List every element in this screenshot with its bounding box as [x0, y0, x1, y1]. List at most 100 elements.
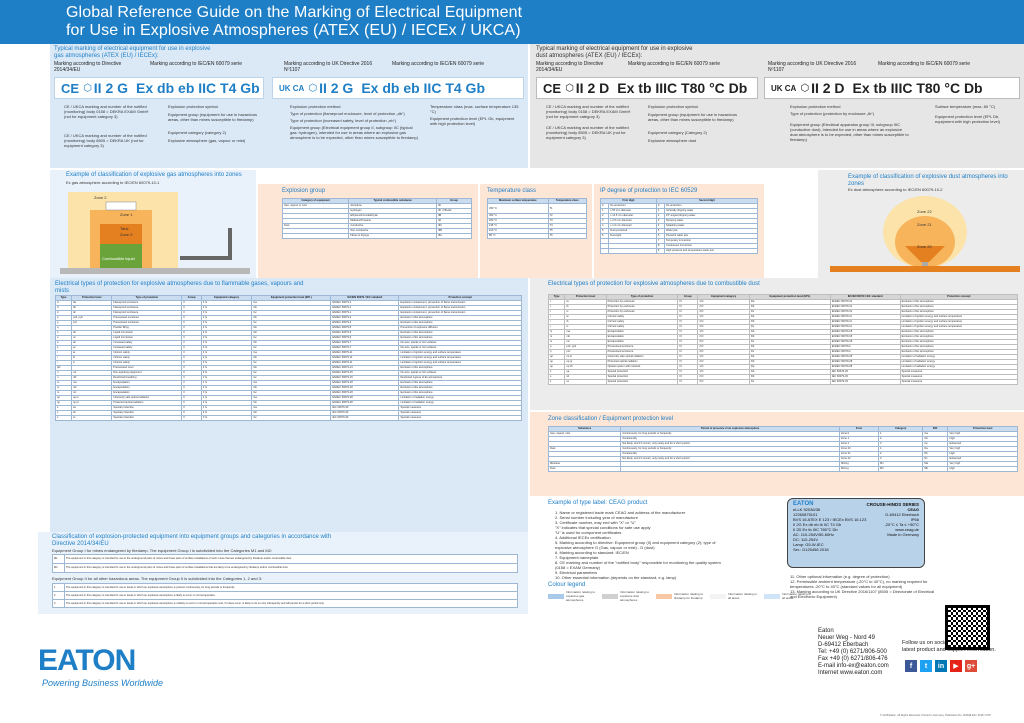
table-row: t tb Protection by enclosure III 2 D Db EN/IEC…	[547, 304, 1019, 310]
social-icon[interactable]: ▶	[950, 660, 962, 672]
dust-legend-10: Equipment protection level (EPL Db, equi…	[935, 114, 1000, 124]
plate-line: www.ceag.de	[895, 527, 919, 532]
social-icon[interactable]: t	[920, 660, 932, 672]
gas-marking-heading: Typical marking of electrical equipment …	[54, 46, 211, 59]
table-cell: Mb	[922, 466, 949, 472]
group-classification-sub: Equipment Group I for mines endangered b…	[52, 548, 273, 553]
zone22-label: Zone 22	[917, 209, 932, 214]
zone2-label: Zone 2	[94, 195, 107, 200]
table-row: 3 The equipment in this category is inten…	[52, 599, 518, 608]
social-icon[interactable]: g+	[965, 660, 977, 672]
table-cell: II	[181, 415, 202, 421]
table-row: i ic Intrinsic safety II 3 G Gc EN/IEC 60079-1…	[55, 360, 522, 366]
dust-zones-heading: Example of classification of explosive d…	[848, 174, 1008, 187]
type-label-item: 7. Equipment nameplate	[555, 555, 599, 560]
legend-item: Information relating to firedamp for fir…	[656, 590, 704, 602]
gas-uk-iec-code: Ex db eb IIC T4 Gb	[361, 80, 485, 96]
address-line: Eaton	[818, 628, 834, 634]
group-i-table: M1 The equipment in this category is inte…	[52, 554, 518, 573]
legend-label: Information relating to explosive gas at…	[566, 590, 596, 602]
table-cell: s	[547, 379, 566, 385]
plate-lines: eLLK 92036/36 12260875101 BVS 16 ATEX E 12…	[793, 507, 872, 552]
address-line: Fax +49 (0) 6271/806-476	[818, 656, 888, 662]
table-cell: IEC 60079-33	[829, 379, 901, 385]
ukca-mark-icon: UK CA	[771, 83, 797, 93]
table-row: Fibres & Flyings IIIA	[281, 233, 473, 239]
ground	[60, 268, 250, 274]
ex-hexagon-icon: ⬡	[565, 82, 574, 94]
table-cell: sc	[70, 415, 113, 421]
dust-legend-5: Explosive atmosphere dust	[648, 138, 697, 143]
plate-line: eLLK 92036/36	[793, 507, 821, 512]
legend-item: Information relating to all areas	[710, 590, 758, 602]
table-row: d db Flameproof enclosure II 2 G Gb EN/IEC 600…	[55, 305, 522, 311]
table-row: m mb Encapsulation II 2 G Gb EN/IEC 60079-18 Ex…	[55, 385, 522, 391]
table-cell: s	[55, 415, 72, 421]
tank-label: Tank	[120, 226, 129, 231]
dust-legend-7: Type of protection (protection by enclos…	[790, 111, 875, 116]
gas-eu-code: II 2 G	[93, 80, 129, 96]
social-icon[interactable]: in	[935, 660, 947, 672]
group-ii-table: 1 The equipment in this category is inten…	[52, 583, 518, 608]
ex-hexagon-icon: ⬡	[800, 82, 810, 94]
dust-types-table: Type Protection level Type of protection Gr…	[547, 294, 1019, 385]
outlet	[922, 262, 928, 266]
plate-header: EATON CROUSE-HINDS SERIES	[793, 501, 919, 507]
gas-types-heading: Electrical types of protection for explo…	[55, 281, 304, 294]
group-ii-table-wrap: 1 The equipment in this category is inten…	[52, 583, 518, 608]
group-ii-sub: Equipment Group II for all other hazardo…	[52, 576, 263, 581]
table-row: s sa Special protection III 1 D Da IEC 60079-3…	[547, 369, 1019, 375]
dust-zones-diagram	[830, 196, 1020, 272]
gas-legend-6: Explosion protection method	[290, 104, 341, 109]
table-row: s sc Special protection III 3 D Dc IEC 60079-3…	[547, 379, 1019, 385]
zone1-label: Zone 1	[120, 212, 133, 217]
qr-code-icon[interactable]	[945, 605, 990, 650]
dust-col4-label: Marking according to IEC/EN 60079 serie	[878, 61, 970, 67]
gas-legend-7: Type of protection (flameproof enclosure…	[290, 111, 405, 116]
dust-legend-3: Equipment group (equipment for use in ha…	[648, 112, 737, 122]
dust-iec-code: Ex tb IIIC T80 °C Db	[617, 80, 748, 96]
legend-label: Information relating to all areas	[728, 592, 758, 600]
table-row: M2 The equipment in this category is inte…	[52, 563, 518, 573]
table-row: d da Flameproof enclosure II 1 G Ga EN/IEC 600…	[55, 300, 522, 306]
legal-text: © 2018 Eaton. All Rights Reserved. Print…	[880, 714, 991, 717]
table-row: Dust Mining M2 Mb High	[547, 466, 1018, 472]
table-row: Hydrogen IIC / IIB+H2	[281, 208, 473, 214]
plate-brand-2: CROUSE-HINDS SERIES	[866, 502, 919, 507]
page-title: Global Reference Guide on the Marking of…	[66, 4, 522, 40]
type-label-item: 2. Serial number including year of manuf…	[555, 515, 638, 520]
type-label-item: 4. Additional IECEx certification	[555, 535, 611, 540]
table-header-row: Substance Period of presence of an explos…	[547, 426, 1018, 432]
type-label-item: 6. Marking according to standard: IEC/EN	[555, 550, 629, 555]
type-label-item: 3. Certificate number, may end with "X" …	[555, 520, 636, 525]
table-cell: III	[677, 379, 699, 385]
social-icon[interactable]: f	[905, 660, 917, 672]
table-row: s sb Special protection II 2 G Gb IEC 60079-33…	[55, 410, 522, 416]
zone20-label: Zone 20	[917, 244, 932, 249]
table-row: 85 °C T6	[487, 233, 588, 239]
zone0-label: Zone 0	[120, 232, 133, 237]
title-line-2: for Use in Explosive Atmospheres (ATEX (…	[66, 22, 521, 39]
dust-eu-code: II 2 D	[575, 80, 610, 96]
gas-col4-label: Marking according to IEC/EN 60079 serie	[392, 61, 484, 67]
plate-brand: EATON	[793, 501, 814, 507]
table-row: 1 The equipment in this category is inten…	[52, 583, 518, 592]
table-cell: High	[947, 466, 1018, 472]
dust-uk-iec-code: Ex tb IIIC T80 °C Db	[852, 80, 983, 96]
explosion-group-table-wrap: Category of equipment Typical combustible…	[281, 198, 473, 239]
group-classification-heading: Classification of explosion-protected eq…	[52, 534, 332, 547]
gas-legend-10: Temperature class (max. surface temperat…	[430, 104, 519, 114]
pipe	[180, 228, 232, 260]
liquid-label: Combustible liquid	[102, 256, 135, 261]
plate-line: -20°C ≤ Ta ≤ +50°C	[884, 522, 919, 527]
zone21-area	[895, 216, 955, 268]
address-line: E-mail info-ex@eaton.com	[818, 663, 889, 669]
table-row: Methane Mining M1 Ma Very high	[547, 461, 1018, 467]
plate-body: eLLK 92036/36 12260875101 BVS 16 ATEX E 12…	[793, 507, 919, 552]
hopper-icon	[905, 246, 945, 262]
title-line-1: Global Reference Guide on the Marking of…	[66, 4, 523, 21]
explosion-group-table: Category of equipment Typical combustible…	[281, 198, 473, 239]
table-row: Not likely, and if it occurs, only rarel…	[547, 441, 1018, 447]
ex-hexagon-icon: ⬡	[308, 82, 318, 94]
address-line: Neuer Weg - Nord 49	[818, 635, 875, 641]
